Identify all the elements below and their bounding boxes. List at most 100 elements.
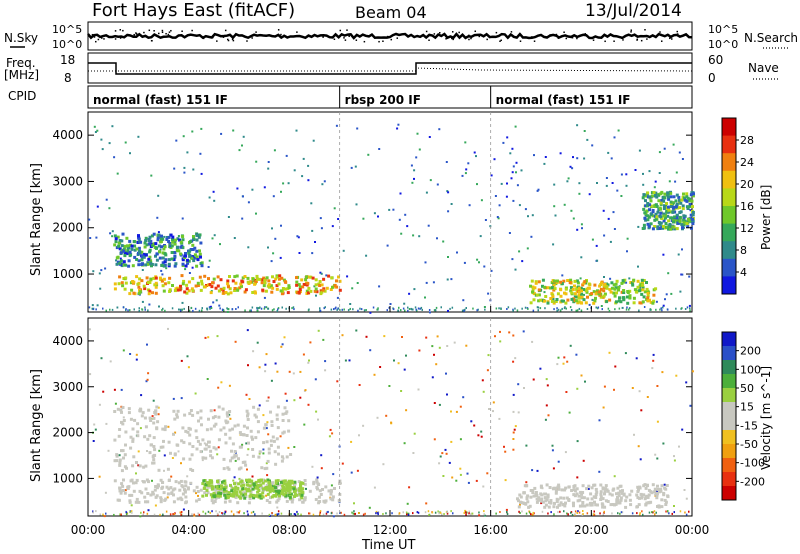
scatter-cell bbox=[512, 431, 515, 434]
scatter-cell bbox=[486, 472, 489, 475]
scatter-cell bbox=[186, 475, 189, 478]
feature-cell bbox=[653, 214, 657, 218]
velocity-colorbar-tick-label: 200 bbox=[740, 345, 761, 358]
scatter-cell bbox=[533, 154, 535, 157]
feature-cell bbox=[181, 235, 185, 238]
feature-cell bbox=[147, 408, 151, 412]
clutter-cell bbox=[281, 306, 283, 309]
feature-cell bbox=[124, 263, 128, 267]
scatter-cell bbox=[100, 269, 103, 272]
clutter-cell bbox=[446, 512, 449, 515]
feature-cell bbox=[616, 486, 620, 490]
feature-cell bbox=[632, 278, 636, 282]
clutter-cell bbox=[172, 513, 174, 516]
feature-cell bbox=[660, 498, 664, 502]
feature-cell bbox=[641, 280, 644, 284]
noise-search-dot bbox=[222, 36, 225, 38]
scatter-cell bbox=[356, 469, 359, 472]
feature-cell bbox=[113, 438, 117, 442]
scatter-cell bbox=[635, 357, 638, 360]
scatter-cell bbox=[200, 127, 203, 130]
feature-cell bbox=[140, 254, 144, 258]
clutter-cell bbox=[293, 308, 295, 311]
feature-cell bbox=[687, 205, 690, 209]
feature-cell bbox=[272, 280, 276, 283]
feature-cell bbox=[669, 210, 673, 214]
feature-cell bbox=[180, 274, 184, 278]
scatter-cell bbox=[323, 180, 326, 183]
noise-search-dot bbox=[533, 40, 536, 42]
feature-cell bbox=[570, 291, 574, 295]
clutter-cell bbox=[529, 511, 531, 514]
feature-cell bbox=[214, 422, 218, 426]
scatter-cell bbox=[378, 148, 381, 150]
feature-cell bbox=[691, 217, 694, 221]
scatter-cell bbox=[96, 304, 99, 307]
clutter-cell bbox=[506, 308, 508, 310]
feature-cell bbox=[126, 249, 130, 253]
scatter-cell bbox=[488, 408, 490, 410]
scatter-cell bbox=[580, 223, 583, 226]
scatter-cell bbox=[336, 296, 339, 299]
scatter-cell bbox=[662, 442, 665, 445]
y-tick-label: 1000 bbox=[52, 267, 83, 281]
feature-cell bbox=[223, 485, 227, 489]
feature-cell bbox=[317, 483, 321, 486]
feature-cell bbox=[262, 284, 266, 288]
scatter-cell bbox=[317, 329, 320, 332]
nsearch-label: N.Search bbox=[744, 31, 798, 45]
scatter-cell bbox=[304, 389, 307, 392]
scatter-cell bbox=[532, 378, 535, 381]
feature-cell bbox=[185, 287, 189, 291]
scatter-cell bbox=[109, 232, 112, 235]
feature-cell bbox=[271, 275, 274, 279]
scatter-cell bbox=[319, 217, 322, 220]
feature-cell bbox=[335, 279, 338, 283]
clutter-cell bbox=[417, 511, 420, 514]
scatter-cell bbox=[448, 461, 451, 464]
feature-cell bbox=[331, 495, 335, 499]
feature-cell bbox=[564, 287, 568, 291]
clutter-cell bbox=[574, 510, 577, 513]
scatter-cell bbox=[552, 467, 555, 470]
feature-cell bbox=[572, 485, 576, 488]
feature-cell bbox=[642, 193, 646, 197]
feature-cell bbox=[299, 481, 303, 485]
scatter-cell bbox=[473, 424, 476, 427]
feature-cell bbox=[286, 291, 290, 295]
feature-cell bbox=[533, 486, 537, 490]
feature-cell bbox=[212, 277, 216, 281]
feature-cell bbox=[625, 495, 629, 499]
feature-cell bbox=[611, 503, 615, 506]
scatter-cell bbox=[186, 355, 189, 358]
feature-cell bbox=[256, 420, 260, 424]
feature-cell bbox=[603, 292, 607, 296]
feature-cell bbox=[209, 454, 213, 458]
feature-cell bbox=[196, 281, 200, 285]
feature-cell bbox=[278, 494, 281, 498]
scatter-cell bbox=[526, 247, 529, 250]
scatter-cell bbox=[646, 396, 649, 398]
noise-search-dot bbox=[676, 30, 679, 33]
scatter-cell bbox=[613, 475, 616, 478]
feature-cell bbox=[195, 436, 199, 440]
feature-cell bbox=[118, 275, 122, 279]
feature-cell bbox=[599, 295, 603, 299]
scatter-cell bbox=[428, 136, 431, 138]
feature-cell bbox=[665, 210, 669, 214]
velocity-ylabel: Slant Range [km] bbox=[29, 369, 44, 482]
feature-cell bbox=[286, 484, 290, 488]
feature-cell bbox=[217, 405, 221, 409]
feature-cell bbox=[615, 492, 618, 496]
feature-cell bbox=[116, 235, 120, 239]
clutter-cell bbox=[407, 306, 409, 309]
feature-cell bbox=[152, 242, 156, 246]
feature-cell bbox=[174, 480, 178, 484]
feature-cell bbox=[592, 290, 596, 294]
feature-cell bbox=[187, 280, 191, 284]
clutter-cell bbox=[420, 306, 423, 309]
clutter-cell bbox=[221, 512, 223, 514]
feature-cell bbox=[579, 301, 583, 305]
scatter-cell bbox=[624, 352, 627, 355]
feature-cell bbox=[683, 196, 686, 200]
